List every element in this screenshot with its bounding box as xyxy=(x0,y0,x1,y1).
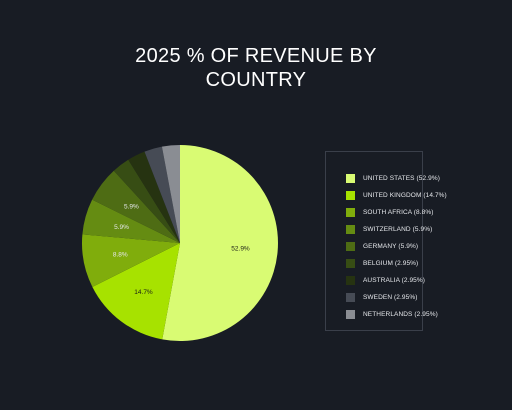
legend-item-united-states: UNITED STATES (52.9%) xyxy=(346,173,440,183)
legend-label-united-states: UNITED STATES (52.9%) xyxy=(363,174,440,182)
pie-label-south-africa: 8.8% xyxy=(113,252,128,259)
legend-swatch-germany xyxy=(346,241,355,251)
legend-label-australia: AUSTRALIA (2.95%) xyxy=(363,277,426,285)
legend-item-belgium: BELGIUM (2.95%) xyxy=(346,259,418,269)
legend-label-germany: GERMANY (5.9%) xyxy=(363,242,419,250)
pie-slice-united-kingdom xyxy=(92,243,180,340)
chart-title-line-2: COUNTRY xyxy=(205,69,307,91)
legend-item-south-africa: SOUTH AFRICA (8.8%) xyxy=(346,207,434,217)
pie-label-switzerland: 5.9% xyxy=(114,224,129,231)
chart-title: 2025 % OF REVENUE BY COUNTRY xyxy=(0,44,512,92)
legend-label-switzerland: SWITZERLAND (5.9%) xyxy=(363,225,433,233)
pie-slices xyxy=(82,145,278,341)
pie-labels: 52.9% 14.7% 8.8% 5.9% 5.9% xyxy=(113,204,250,296)
legend-swatch-switzerland xyxy=(346,224,355,234)
pie-label-germany: 5.9% xyxy=(124,204,139,211)
legend-item-australia: AUSTRALIA (2.95%) xyxy=(346,276,425,286)
legend: UNITED STATES (52.9%) UNITED KINGDOM (14.… xyxy=(325,151,447,331)
pie-label-united-kingdom: 14.7% xyxy=(134,289,153,296)
legend-swatch-belgium xyxy=(346,259,355,268)
legend-swatch-australia xyxy=(346,276,355,286)
pie-slice-netherlands xyxy=(161,145,180,243)
legend-item-germany: GERMANY (5.9%) xyxy=(346,241,418,251)
pie-slice-south-africa xyxy=(82,234,180,287)
legend-label-united-kingdom: UNITED KINGDOM (14.7%) xyxy=(363,191,447,199)
chart-title-line-1: 2025 % OF REVENUE BY xyxy=(135,45,377,67)
pie-slice-switzerland xyxy=(82,199,180,243)
legend-label-netherlands: NETHERLANDS (2.95%) xyxy=(363,311,438,319)
legend-item-switzerland: SWITZERLAND (5.9%) xyxy=(346,224,432,234)
pie-slice-germany xyxy=(92,170,180,243)
legend-swatch-united-states xyxy=(346,173,355,183)
legend-item-netherlands: NETHERLANDS (2.95%) xyxy=(346,310,438,320)
legend-swatch-united-kingdom xyxy=(346,190,355,200)
legend-swatch-south-africa xyxy=(346,207,355,217)
legend-swatch-netherlands xyxy=(346,310,355,320)
legend-item-united-kingdom: UNITED KINGDOM (14.7%) xyxy=(346,190,447,200)
pie-slice-belgium xyxy=(113,159,180,243)
legend-item-sweden: SWEDEN (2.95%) xyxy=(346,293,418,303)
legend-swatch-sweden xyxy=(346,293,355,303)
pie-label-united-states: 52.9% xyxy=(231,246,250,253)
legend-label-south-africa: SOUTH AFRICA (8.8%) xyxy=(363,208,434,216)
pie-slice-united-states xyxy=(162,145,278,341)
legend-label-belgium: BELGIUM (2.95%) xyxy=(363,260,419,267)
pie-slice-australia xyxy=(128,151,180,243)
pie-slice-sweden xyxy=(144,146,180,243)
legend-label-sweden: SWEDEN (2.95%) xyxy=(363,294,418,302)
